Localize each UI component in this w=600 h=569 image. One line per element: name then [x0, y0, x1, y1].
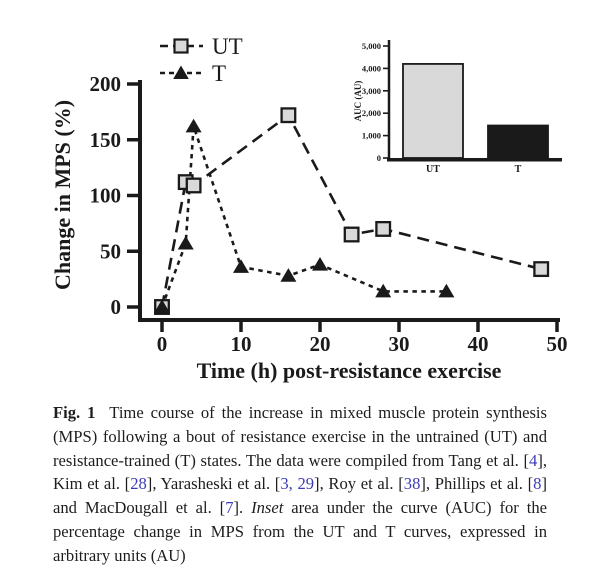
- t-marker: [280, 268, 297, 282]
- y-tick-label: 50: [100, 239, 121, 263]
- caption-text: Fig. 1: [53, 403, 96, 422]
- ut-marker: [533, 261, 550, 278]
- caption-text: ] and MacDougall et al. [: [53, 474, 547, 518]
- t-marker: [177, 235, 194, 250]
- inset-auc-chart: 0 1,000 2,000 3,000 4,000 5,000 UT T AUC (AU): [353, 40, 562, 175]
- t-marker: [154, 299, 170, 313]
- caption-text: ], Yarasheski et al. [: [146, 474, 281, 494]
- caption-text: ], Phillips et al. [: [420, 474, 534, 494]
- caption-text: ].: [233, 498, 252, 518]
- main-chart: 0 50 100 150 200 0 10 20 30 40 50 Time (h) post-res…: [50, 72, 568, 383]
- x-axis-title: Time (h) post-resistance exercise: [197, 358, 502, 383]
- citation-number: 28: [130, 474, 147, 494]
- t-marker: [233, 259, 249, 273]
- x-tick-label: 10: [231, 332, 252, 356]
- legend-ut-marker: [173, 38, 189, 54]
- inset-y-tick-label: 2,000: [362, 108, 381, 118]
- inset-y-tick-label: 0: [377, 153, 381, 163]
- caption-text: ], Roy et al. [: [314, 474, 404, 494]
- inset-y-tick-label: 4,000: [362, 63, 381, 73]
- caption-text: Time course of the increase in mixed mus…: [53, 403, 548, 470]
- t-marker: [312, 257, 328, 271]
- y-tick-label: 0: [111, 295, 122, 319]
- legend-ut-label: UT: [212, 34, 243, 59]
- citation-number: 3, 29: [280, 474, 315, 494]
- ut-line: [160, 113, 542, 308]
- inset-y-tick-label: 5,000: [362, 41, 381, 51]
- ut-marker: [375, 220, 392, 237]
- caption-text: Inset: [251, 498, 284, 518]
- legend-t-label: T: [212, 61, 226, 86]
- legend: UTT: [160, 34, 243, 86]
- citation-number: 4: [529, 450, 538, 470]
- ut-marker: [343, 226, 360, 243]
- t-marker: [375, 283, 392, 298]
- figure-caption: Fig. 1 Time course of the increase in mi…: [53, 401, 547, 568]
- caption-text: ], Kim et al. [: [53, 450, 547, 494]
- t-marker: [185, 118, 202, 133]
- citation-number: 7: [225, 498, 234, 518]
- inset-y-axis-title: AUC (AU): [353, 81, 363, 122]
- x-tick-label: 0: [157, 332, 168, 356]
- citation-number: 8: [533, 474, 542, 494]
- y-axis-title: Change in MPS (%): [50, 100, 75, 290]
- ut-marker: [280, 107, 297, 124]
- y-tick-label: 150: [90, 128, 122, 152]
- mps-figure-chart: 0 50 100 150 200 0 10 20 30 40 50 Time (h) post-res…: [50, 34, 568, 383]
- t-marker: [438, 283, 455, 298]
- x-tick-label: 20: [310, 332, 331, 356]
- x-tick-label: 40: [468, 332, 489, 356]
- inset-category-label: T: [515, 164, 522, 175]
- x-tick-label: 50: [547, 332, 568, 356]
- inset-y-tick-label: 1,000: [362, 131, 381, 141]
- citation-number: 38: [403, 474, 421, 494]
- caption-text: area under the curve (AUC) for the perce…: [53, 498, 547, 565]
- x-tick-label: 30: [389, 332, 410, 356]
- legend-t-marker: [173, 65, 189, 79]
- inset-bar-t: [487, 124, 549, 159]
- inset-bar-ut: [402, 63, 464, 159]
- y-tick-label: 100: [90, 184, 122, 208]
- inset-category-label: UT: [426, 164, 440, 175]
- inset-y-tick-label: 3,000: [362, 86, 381, 96]
- ut-marker: [185, 177, 202, 194]
- t-line: [160, 125, 447, 308]
- y-tick-label: 200: [90, 72, 122, 96]
